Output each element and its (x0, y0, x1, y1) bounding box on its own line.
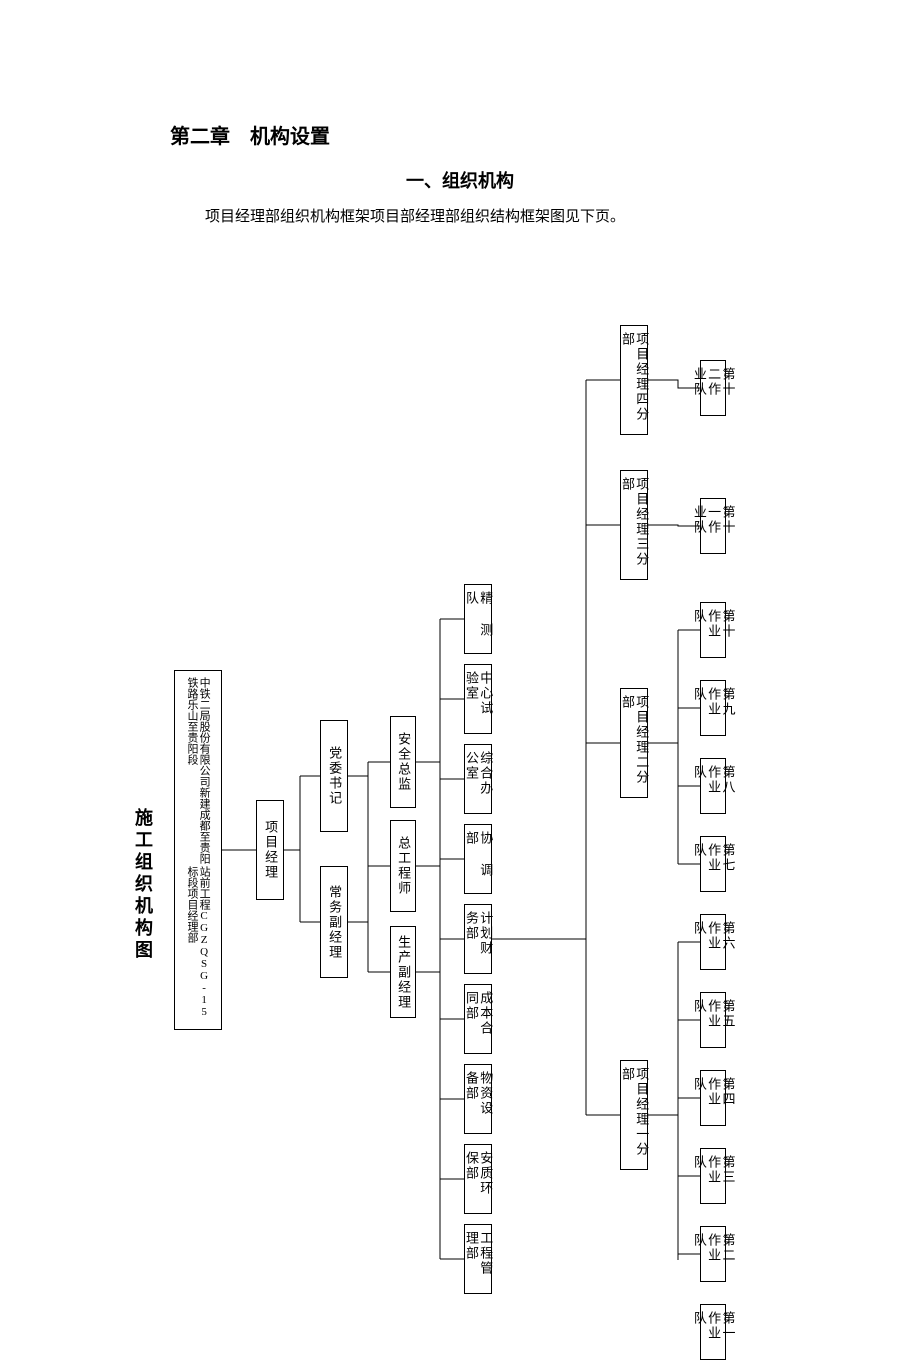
intro-text: 项目经理部组织机构框架项目部经理部组织结构框架图见下页。 (205, 205, 920, 226)
org-box-t2: 第二作业队 (700, 1226, 726, 1282)
org-box-d7: 安质环保部 (464, 1144, 492, 1214)
org-box-t1: 第一作业队 (700, 1304, 726, 1360)
chart-title: 施工组织机构图 (130, 808, 156, 962)
org-box-l2b: 常务副经理 (320, 866, 348, 978)
org-box-l1: 项目经理 (256, 800, 284, 900)
org-box-s3: 项目经理三分部 (620, 470, 648, 580)
org-box-l3b: 总工程师 (390, 820, 416, 912)
org-chart: 施工组织机构图 中铁二局股份有限公司新建成都至贵阳铁路乐山至贵阳段站前工程CGZ… (130, 320, 780, 1260)
org-box-t5: 第五作业队 (700, 992, 726, 1048)
org-box-t4: 第四作业队 (700, 1070, 726, 1126)
org-box-l3a: 安全总监 (390, 716, 416, 808)
org-box-d6: 物资设备部 (464, 1064, 492, 1134)
org-box-d3: 协 调 部 (464, 824, 492, 894)
org-box-root: 中铁二局股份有限公司新建成都至贵阳铁路乐山至贵阳段站前工程CGZQSG-15标段… (174, 670, 222, 1030)
chapter-title: 第二章 机构设置 (170, 120, 920, 149)
org-box-t12: 第十二作业队 (700, 360, 726, 416)
org-box-s2: 项目经理二分部 (620, 688, 648, 798)
org-box-s4: 项目经理四分部 (620, 325, 648, 435)
org-box-t9: 第九作业队 (700, 680, 726, 736)
org-box-l3c: 生产副经理 (390, 926, 416, 1018)
org-chart-connectors (130, 320, 780, 1260)
org-box-d5: 成本合同部 (464, 984, 492, 1054)
document-page: 第二章 机构设置 一、组织机构 项目经理部组织机构框架项目部经理部组织结构框架图… (0, 0, 920, 1300)
org-box-t8: 第八作业队 (700, 758, 726, 814)
org-box-t3: 第三作业队 (700, 1148, 726, 1204)
org-box-s1: 项目经理一分部 (620, 1060, 648, 1170)
org-box-d2: 综合办公室 (464, 744, 492, 814)
org-box-t11: 第十一作业队 (700, 498, 726, 554)
org-box-d1: 中心试验室 (464, 664, 492, 734)
org-box-d0: 精 测 队 (464, 584, 492, 654)
org-box-t6: 第六作业队 (700, 914, 726, 970)
section-title: 一、组织机构 (0, 167, 920, 193)
org-box-t7: 第七作业队 (700, 836, 726, 892)
org-box-t10: 第十作业队 (700, 602, 726, 658)
org-box-l2a: 党委书记 (320, 720, 348, 832)
org-box-d8: 工程管理部 (464, 1224, 492, 1294)
org-box-d4: 计划财务部 (464, 904, 492, 974)
